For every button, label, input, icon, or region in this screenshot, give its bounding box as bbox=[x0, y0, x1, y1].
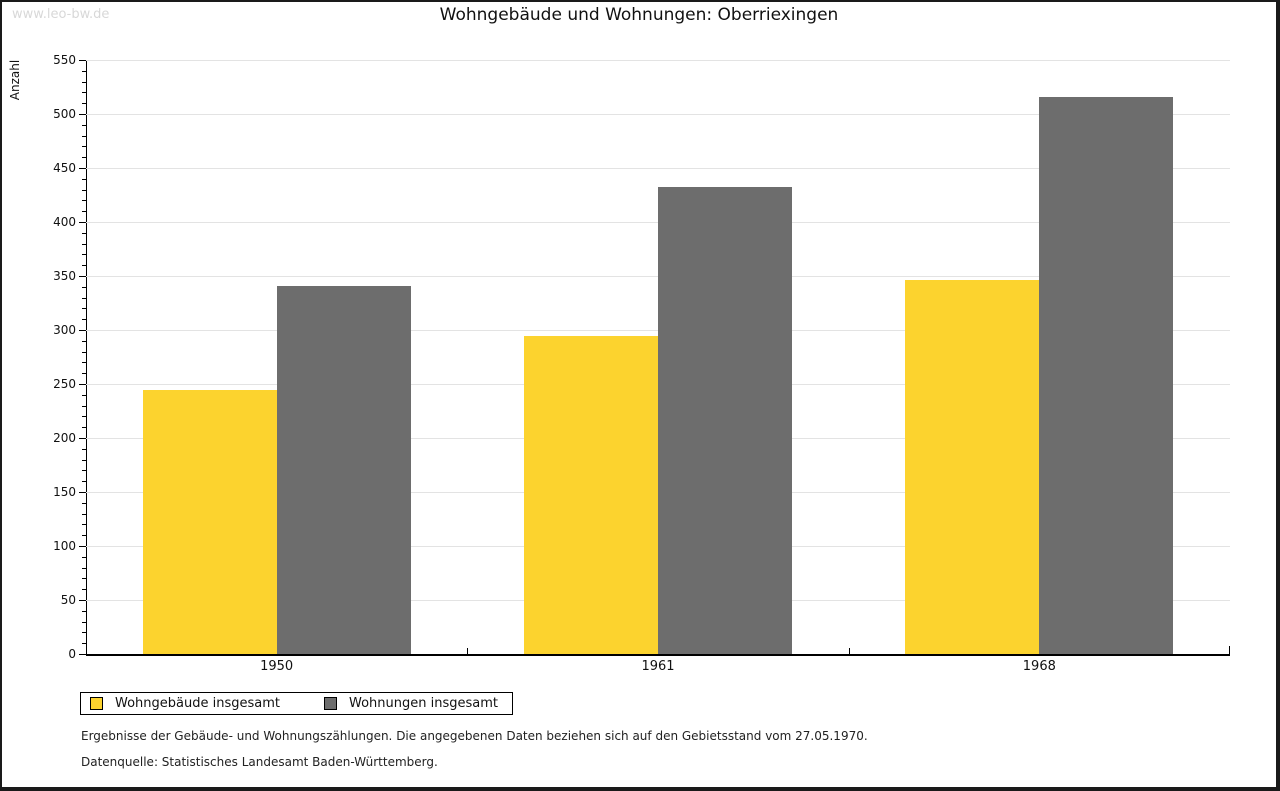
y-minor-tick-290 bbox=[82, 340, 86, 342]
y-minor-tick-140 bbox=[82, 502, 86, 504]
y-minor-tick-360 bbox=[82, 265, 86, 267]
y-tick-label-550: 550 bbox=[53, 53, 76, 67]
y-minor-tick-120 bbox=[82, 524, 86, 526]
y-major-tick-400 bbox=[79, 222, 86, 223]
y-major-tick-500 bbox=[79, 114, 86, 115]
y-major-tick-550 bbox=[79, 60, 86, 61]
y-minor-tick-180 bbox=[82, 459, 86, 461]
y-minor-tick-210 bbox=[82, 427, 86, 429]
legend-item-wohnungen: Wohnungen insgesamt bbox=[324, 696, 498, 711]
bar-1968-wohnungen bbox=[1039, 96, 1174, 654]
y-minor-tick-10 bbox=[82, 643, 86, 645]
gridline-450 bbox=[86, 168, 1230, 169]
y-minor-tick-230 bbox=[82, 405, 86, 407]
y-major-tick-50 bbox=[79, 600, 86, 601]
y-minor-tick-460 bbox=[82, 157, 86, 159]
y-minor-tick-60 bbox=[82, 589, 86, 591]
y-minor-tick-130 bbox=[82, 513, 86, 515]
y-major-tick-350 bbox=[79, 276, 86, 277]
x-category-label-1950: 1950 bbox=[260, 659, 294, 674]
y-minor-tick-20 bbox=[82, 632, 86, 634]
x-axis-end-tick bbox=[1229, 646, 1230, 654]
y-tick-label-250: 250 bbox=[53, 377, 76, 391]
y-minor-tick-70 bbox=[82, 578, 86, 580]
y-minor-tick-370 bbox=[82, 254, 86, 256]
watermark: www.leo-bw.de bbox=[12, 7, 110, 22]
y-major-tick-200 bbox=[79, 438, 86, 439]
y-major-tick-300 bbox=[79, 330, 86, 331]
y-minor-tick-220 bbox=[82, 416, 86, 418]
x-category-label-1968: 1968 bbox=[1022, 659, 1056, 674]
y-minor-tick-390 bbox=[82, 232, 86, 234]
y-tick-label-450: 450 bbox=[53, 161, 76, 175]
y-minor-tick-340 bbox=[82, 286, 86, 288]
y-minor-tick-170 bbox=[82, 470, 86, 472]
y-tick-label-200: 200 bbox=[53, 431, 76, 445]
x-category-label-1961: 1961 bbox=[641, 659, 675, 674]
y-tick-label-400: 400 bbox=[53, 215, 76, 229]
y-minor-tick-280 bbox=[82, 351, 86, 353]
y-minor-tick-530 bbox=[82, 81, 86, 83]
y-minor-tick-520 bbox=[82, 92, 86, 94]
y-minor-tick-510 bbox=[82, 103, 86, 105]
legend: Wohngebäude insgesamt Wohnungen insgesam… bbox=[80, 692, 513, 715]
y-minor-tick-160 bbox=[82, 481, 86, 483]
y-minor-tick-260 bbox=[82, 373, 86, 375]
bar-1961-wohngebaeude bbox=[524, 336, 658, 654]
y-major-tick-100 bbox=[79, 546, 86, 547]
y-minor-tick-470 bbox=[82, 146, 86, 148]
y-minor-tick-310 bbox=[82, 319, 86, 321]
y-minor-tick-490 bbox=[82, 124, 86, 126]
bar-1961-wohnungen bbox=[658, 187, 792, 654]
y-minor-tick-270 bbox=[82, 362, 86, 364]
legend-label: Wohngebäude insgesamt bbox=[115, 696, 280, 711]
x-boundary-tick-1 bbox=[467, 648, 469, 654]
y-minor-tick-80 bbox=[82, 567, 86, 569]
bar-1950-wohnungen bbox=[276, 285, 411, 654]
y-tick-label-150: 150 bbox=[53, 485, 76, 499]
gridline-500 bbox=[86, 114, 1230, 115]
footnote-data-source: Datenquelle: Statistisches Landesamt Bad… bbox=[81, 755, 438, 769]
gridline-550 bbox=[86, 60, 1230, 61]
y-minor-tick-90 bbox=[82, 556, 86, 558]
plot-area: 0 50 100 150 200 250 300 350 400 450 500 550 1950 196… bbox=[53, 53, 1230, 674]
chart-title: Wohngebäude und Wohnungen: Oberriexingen bbox=[439, 5, 839, 25]
legend-swatch-gray bbox=[324, 697, 337, 710]
legend-item-wohngebaeude: Wohngebäude insgesamt bbox=[90, 696, 280, 711]
y-minor-tick-380 bbox=[82, 243, 86, 245]
y-major-tick-450 bbox=[79, 168, 86, 169]
y-axis-line bbox=[86, 60, 87, 654]
y-minor-tick-190 bbox=[82, 448, 86, 450]
y-tick-label-50: 50 bbox=[60, 593, 76, 607]
y-major-tick-0 bbox=[79, 654, 86, 655]
y-minor-tick-540 bbox=[82, 70, 86, 72]
y-minor-tick-240 bbox=[82, 394, 86, 396]
y-minor-tick-320 bbox=[82, 308, 86, 310]
bar-1950-wohngebaeude bbox=[142, 390, 277, 654]
y-tick-label-500: 500 bbox=[53, 107, 76, 121]
y-minor-tick-440 bbox=[82, 178, 86, 180]
y-major-tick-150 bbox=[79, 492, 86, 493]
y-major-tick-250 bbox=[79, 384, 86, 385]
y-minor-tick-430 bbox=[82, 189, 86, 191]
y-tick-label-0: 0 bbox=[68, 647, 76, 661]
legend-swatch-yellow bbox=[90, 697, 103, 710]
y-tick-label-100: 100 bbox=[53, 539, 76, 553]
y-minor-tick-480 bbox=[82, 135, 86, 137]
x-axis-line bbox=[86, 654, 1230, 656]
bar-1968-wohngebaeude bbox=[905, 280, 1040, 654]
y-minor-tick-30 bbox=[82, 621, 86, 623]
y-minor-tick-40 bbox=[82, 610, 86, 612]
y-minor-tick-110 bbox=[82, 535, 86, 537]
y-minor-tick-420 bbox=[82, 200, 86, 202]
footnote-source-note: Ergebnisse der Gebäude- und Wohnungszähl… bbox=[81, 729, 868, 743]
y-minor-tick-410 bbox=[82, 211, 86, 213]
y-tick-label-300: 300 bbox=[53, 323, 76, 337]
y-tick-label-350: 350 bbox=[53, 269, 76, 283]
x-boundary-tick-2 bbox=[848, 648, 850, 654]
legend-label: Wohnungen insgesamt bbox=[349, 696, 498, 711]
y-minor-tick-330 bbox=[82, 297, 86, 299]
